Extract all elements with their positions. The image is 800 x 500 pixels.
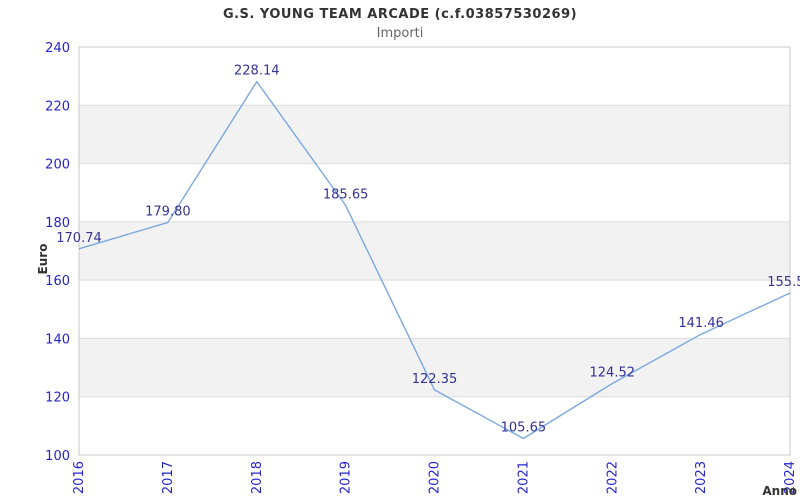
data-label-2016: 170.74 xyxy=(56,231,102,246)
x-tick-2024: 2024 xyxy=(783,461,798,494)
y-tick-160: 160 xyxy=(45,274,70,289)
data-label-2020: 122.35 xyxy=(412,372,458,387)
data-label-2017: 179.80 xyxy=(145,204,191,219)
plot-border xyxy=(78,46,791,456)
y-tick-220: 220 xyxy=(45,99,70,114)
x-axis-tick-labels: 2016 2017 2018 2019 2020 2021 2022 2023 2024 xyxy=(72,461,798,494)
x-tick-2019: 2019 xyxy=(339,461,354,494)
band xyxy=(79,338,790,397)
data-label-2023: 141.46 xyxy=(678,316,724,331)
x-tick-2016: 2016 xyxy=(72,461,87,494)
x-tick-2020: 2020 xyxy=(428,461,443,494)
chart-subtitle: Importi xyxy=(376,26,424,41)
axis-titles: Euro Anno xyxy=(36,244,797,498)
x-tick-2022: 2022 xyxy=(605,461,620,494)
y-tick-180: 180 xyxy=(45,216,70,231)
y-tick-120: 120 xyxy=(45,391,70,406)
x-tick-2021: 2021 xyxy=(516,461,531,494)
chart-title: G.S. YOUNG TEAM ARCADE (c.f.03857530269) xyxy=(222,7,578,22)
series-polyline xyxy=(78,80,791,440)
y-axis-title: Euro xyxy=(36,244,50,275)
y-tick-140: 140 xyxy=(45,332,70,347)
alternating-bands xyxy=(79,105,790,397)
x-tick-2023: 2023 xyxy=(694,461,709,494)
data-label-2024: 155.59 xyxy=(767,275,800,290)
y-axis-tick-labels: 100 120 140 160 180 200 220 240 xyxy=(45,41,70,464)
data-point-labels: 170.74 179.80 228.14 185.65 122.35 105.65 124.… xyxy=(56,64,800,436)
x-tick-2017: 2017 xyxy=(161,461,176,494)
data-label-2021: 105.65 xyxy=(501,421,547,436)
x-tick-2018: 2018 xyxy=(250,461,265,494)
y-tick-200: 200 xyxy=(45,158,70,173)
data-label-2018: 228.14 xyxy=(234,64,280,79)
band xyxy=(79,105,790,164)
y-tick-240: 240 xyxy=(45,41,70,56)
data-label-2019: 185.65 xyxy=(323,187,369,202)
band xyxy=(79,221,790,281)
data-series-line xyxy=(78,80,791,440)
data-label-2022: 124.52 xyxy=(590,366,636,381)
plot-border-rect xyxy=(78,46,791,456)
y-tick-100: 100 xyxy=(45,449,70,464)
x-axis-title: Anno xyxy=(762,484,797,498)
